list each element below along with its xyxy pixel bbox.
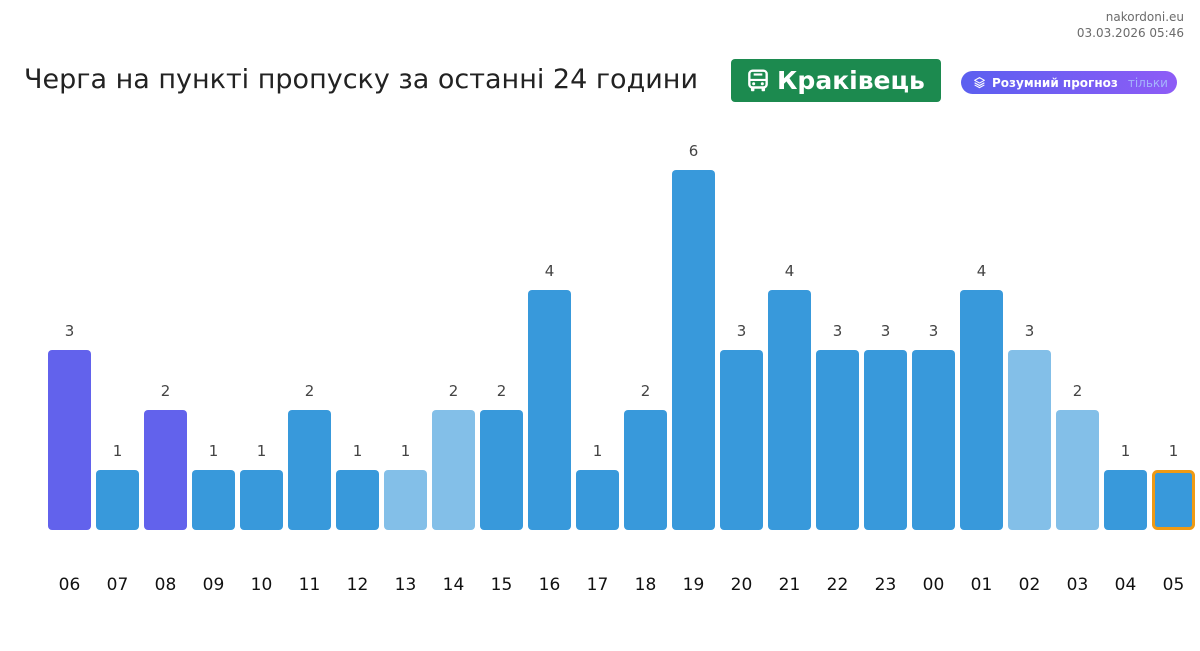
bar-05 — [1152, 470, 1195, 530]
source-timestamp: 03.03.2026 05:46 — [1076, 26, 1184, 40]
value-label-18: 2 — [641, 382, 651, 400]
value-label-09: 1 — [209, 442, 219, 460]
station-name: Краківець — [777, 66, 925, 95]
bar-21 — [768, 290, 811, 530]
value-label-14: 2 — [449, 382, 459, 400]
bar-04 — [1104, 470, 1147, 530]
value-label-02: 3 — [1025, 322, 1035, 340]
value-label-06: 3 — [65, 322, 75, 340]
value-label-20: 3 — [737, 322, 747, 340]
smart-forecast-button[interactable]: Розумний прогноз тільки — [961, 71, 1177, 94]
bar-07 — [96, 470, 139, 530]
bar-01 — [960, 290, 1003, 530]
bus-icon — [748, 69, 768, 91]
tick-label-21: 21 — [779, 575, 801, 595]
smart-forecast-label: Розумний прогноз — [992, 75, 1118, 90]
value-label-10: 1 — [257, 442, 267, 460]
bar-16 — [528, 290, 571, 530]
bar-10 — [240, 470, 283, 530]
bar-22 — [816, 350, 859, 530]
value-label-12: 1 — [353, 442, 363, 460]
tick-label-05: 05 — [1163, 575, 1185, 595]
tick-label-18: 18 — [635, 575, 657, 595]
value-label-23: 3 — [881, 322, 891, 340]
tick-label-16: 16 — [539, 575, 561, 595]
value-label-16: 4 — [545, 262, 555, 280]
bar-11 — [288, 410, 331, 530]
bar-09 — [192, 470, 235, 530]
tick-label-10: 10 — [251, 575, 273, 595]
tick-label-01: 01 — [971, 575, 993, 595]
value-label-01: 4 — [977, 262, 987, 280]
smart-forecast-extra: тільки — [1127, 75, 1168, 90]
bar-03 — [1056, 410, 1099, 530]
bar-23 — [864, 350, 907, 530]
tick-label-17: 17 — [587, 575, 609, 595]
tick-label-14: 14 — [443, 575, 465, 595]
tick-label-07: 07 — [107, 575, 129, 595]
bar-19 — [672, 170, 715, 530]
bar-06 — [48, 350, 91, 530]
tick-label-00: 00 — [923, 575, 945, 595]
tick-label-04: 04 — [1115, 575, 1137, 595]
tick-label-13: 13 — [395, 575, 417, 595]
value-label-13: 1 — [401, 442, 411, 460]
value-label-21: 4 — [785, 262, 795, 280]
value-label-07: 1 — [113, 442, 123, 460]
bar-20 — [720, 350, 763, 530]
bar-13 — [384, 470, 427, 530]
tick-label-15: 15 — [491, 575, 513, 595]
tick-label-12: 12 — [347, 575, 369, 595]
value-label-04: 1 — [1121, 442, 1131, 460]
source-site: nakordoni.eu — [1105, 10, 1184, 24]
value-label-05: 1 — [1169, 442, 1179, 460]
bar-02 — [1008, 350, 1051, 530]
value-label-08: 2 — [161, 382, 171, 400]
tick-label-06: 06 — [59, 575, 81, 595]
tick-label-20: 20 — [731, 575, 753, 595]
value-label-00: 3 — [929, 322, 939, 340]
tick-label-11: 11 — [299, 575, 321, 595]
tick-label-23: 23 — [875, 575, 897, 595]
value-label-19: 6 — [689, 142, 699, 160]
value-label-03: 2 — [1073, 382, 1083, 400]
tick-label-22: 22 — [827, 575, 849, 595]
page-title: Черга на пункті пропуску за останні 24 г… — [24, 64, 698, 95]
bar-15 — [480, 410, 523, 530]
tick-label-02: 02 — [1019, 575, 1041, 595]
source-info: nakordoni.eu 03.03.2026 05:46 — [1077, 9, 1184, 41]
bar-18 — [624, 410, 667, 530]
tick-label-09: 09 — [203, 575, 225, 595]
bar-08 — [144, 410, 187, 530]
value-label-17: 1 — [593, 442, 603, 460]
value-label-22: 3 — [833, 322, 843, 340]
bar-14 — [432, 410, 475, 530]
bar-12 — [336, 470, 379, 530]
layers-icon — [974, 77, 985, 89]
bar-17 — [576, 470, 619, 530]
value-label-11: 2 — [305, 382, 315, 400]
tick-label-03: 03 — [1067, 575, 1089, 595]
station-badge: Краківець — [731, 59, 941, 102]
bar-00 — [912, 350, 955, 530]
tick-label-19: 19 — [683, 575, 705, 595]
value-label-15: 2 — [497, 382, 507, 400]
tick-label-08: 08 — [155, 575, 177, 595]
